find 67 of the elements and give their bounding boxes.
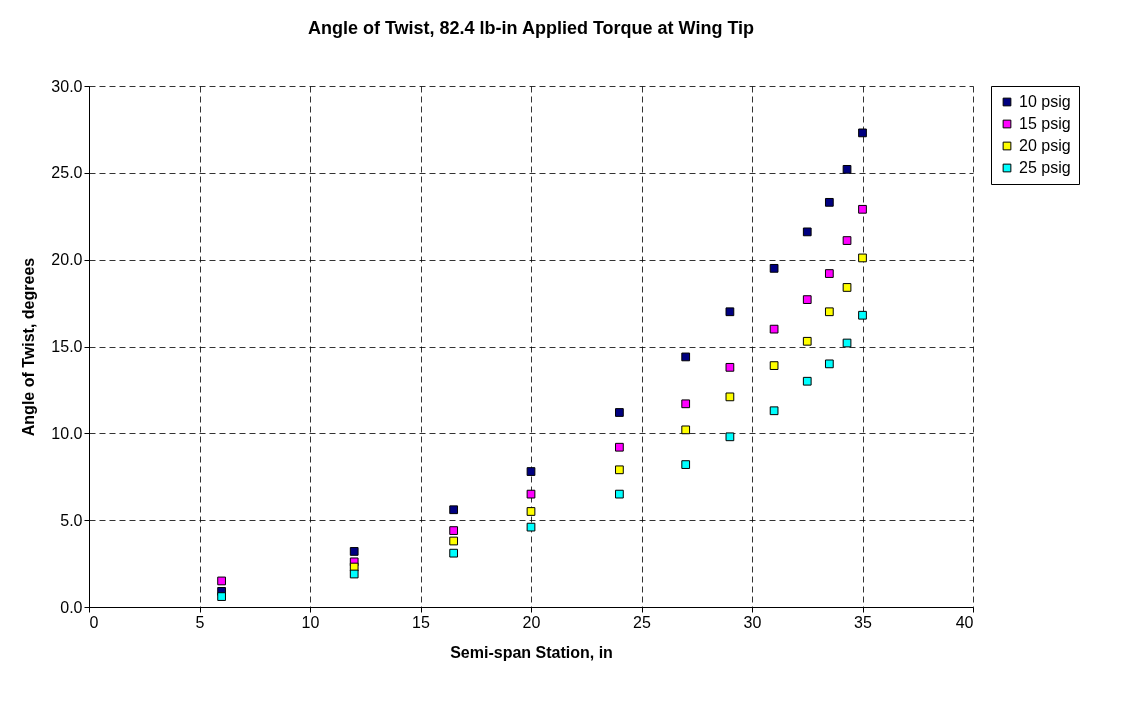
x-tick-label: 5 (195, 613, 205, 631)
point (824, 197, 834, 207)
point (349, 547, 359, 556)
point (217, 576, 226, 586)
point (802, 227, 812, 237)
point (681, 352, 691, 362)
point (449, 505, 459, 515)
point (615, 489, 624, 499)
point (526, 507, 536, 516)
point (802, 295, 812, 304)
legend-label: 25 psig (1019, 159, 1071, 176)
point (769, 324, 779, 334)
point (725, 432, 735, 442)
point (725, 307, 735, 317)
point (349, 569, 359, 579)
point (824, 359, 834, 369)
x-tick-label: 40 (955, 613, 974, 631)
x-tick-label: 25 (633, 613, 651, 631)
point (449, 526, 459, 535)
point (681, 460, 691, 469)
point (842, 164, 852, 174)
point (217, 592, 226, 601)
point (615, 408, 624, 417)
x-tick-label: 0 (89, 613, 99, 631)
point (681, 399, 691, 409)
point (858, 204, 867, 214)
y-tick-label: 10.0 (51, 424, 83, 442)
point (842, 283, 852, 292)
point (858, 310, 867, 320)
chart-title: Angle of Twist, 82.4 lb-in Applied Torque at Wing Tip (307, 18, 755, 38)
point (824, 307, 834, 317)
point (526, 467, 536, 476)
point (858, 128, 867, 138)
point (842, 236, 852, 245)
point (725, 362, 735, 372)
point (802, 336, 812, 346)
y-tick-label: 15.0 (51, 338, 83, 355)
point (824, 269, 834, 278)
point (449, 536, 459, 546)
legend-label: 15 psig (1019, 115, 1071, 132)
x-tick-label: 20 (522, 613, 541, 631)
point (802, 376, 812, 386)
legend-label: 20 psig (1019, 137, 1071, 154)
point (769, 263, 779, 273)
point (769, 361, 779, 370)
point (681, 425, 691, 435)
y-tick-label: 5.0 (60, 511, 83, 529)
legend-label: 10 psig (1019, 93, 1071, 110)
x-tick-label: 35 (854, 613, 872, 631)
point (842, 338, 852, 348)
y-tick-label: 20.0 (51, 251, 83, 269)
y-tick-label: 30.0 (51, 77, 83, 95)
x-tick-label: 30 (743, 613, 762, 631)
point (725, 392, 735, 402)
point (449, 548, 459, 558)
y-tick-label: 0.0 (60, 598, 83, 616)
point (615, 465, 624, 475)
y-axis-title: Angle of Twist, degrees (20, 257, 38, 437)
point (769, 406, 779, 416)
point (615, 442, 624, 452)
y-tick-label: 25.0 (51, 164, 83, 182)
point (526, 489, 536, 499)
x-tick-label: 15 (412, 613, 430, 631)
x-axis-title: Semi-span Station, in (450, 643, 613, 661)
point (858, 253, 867, 263)
x-tick-label: 10 (301, 613, 320, 631)
point (526, 522, 536, 532)
